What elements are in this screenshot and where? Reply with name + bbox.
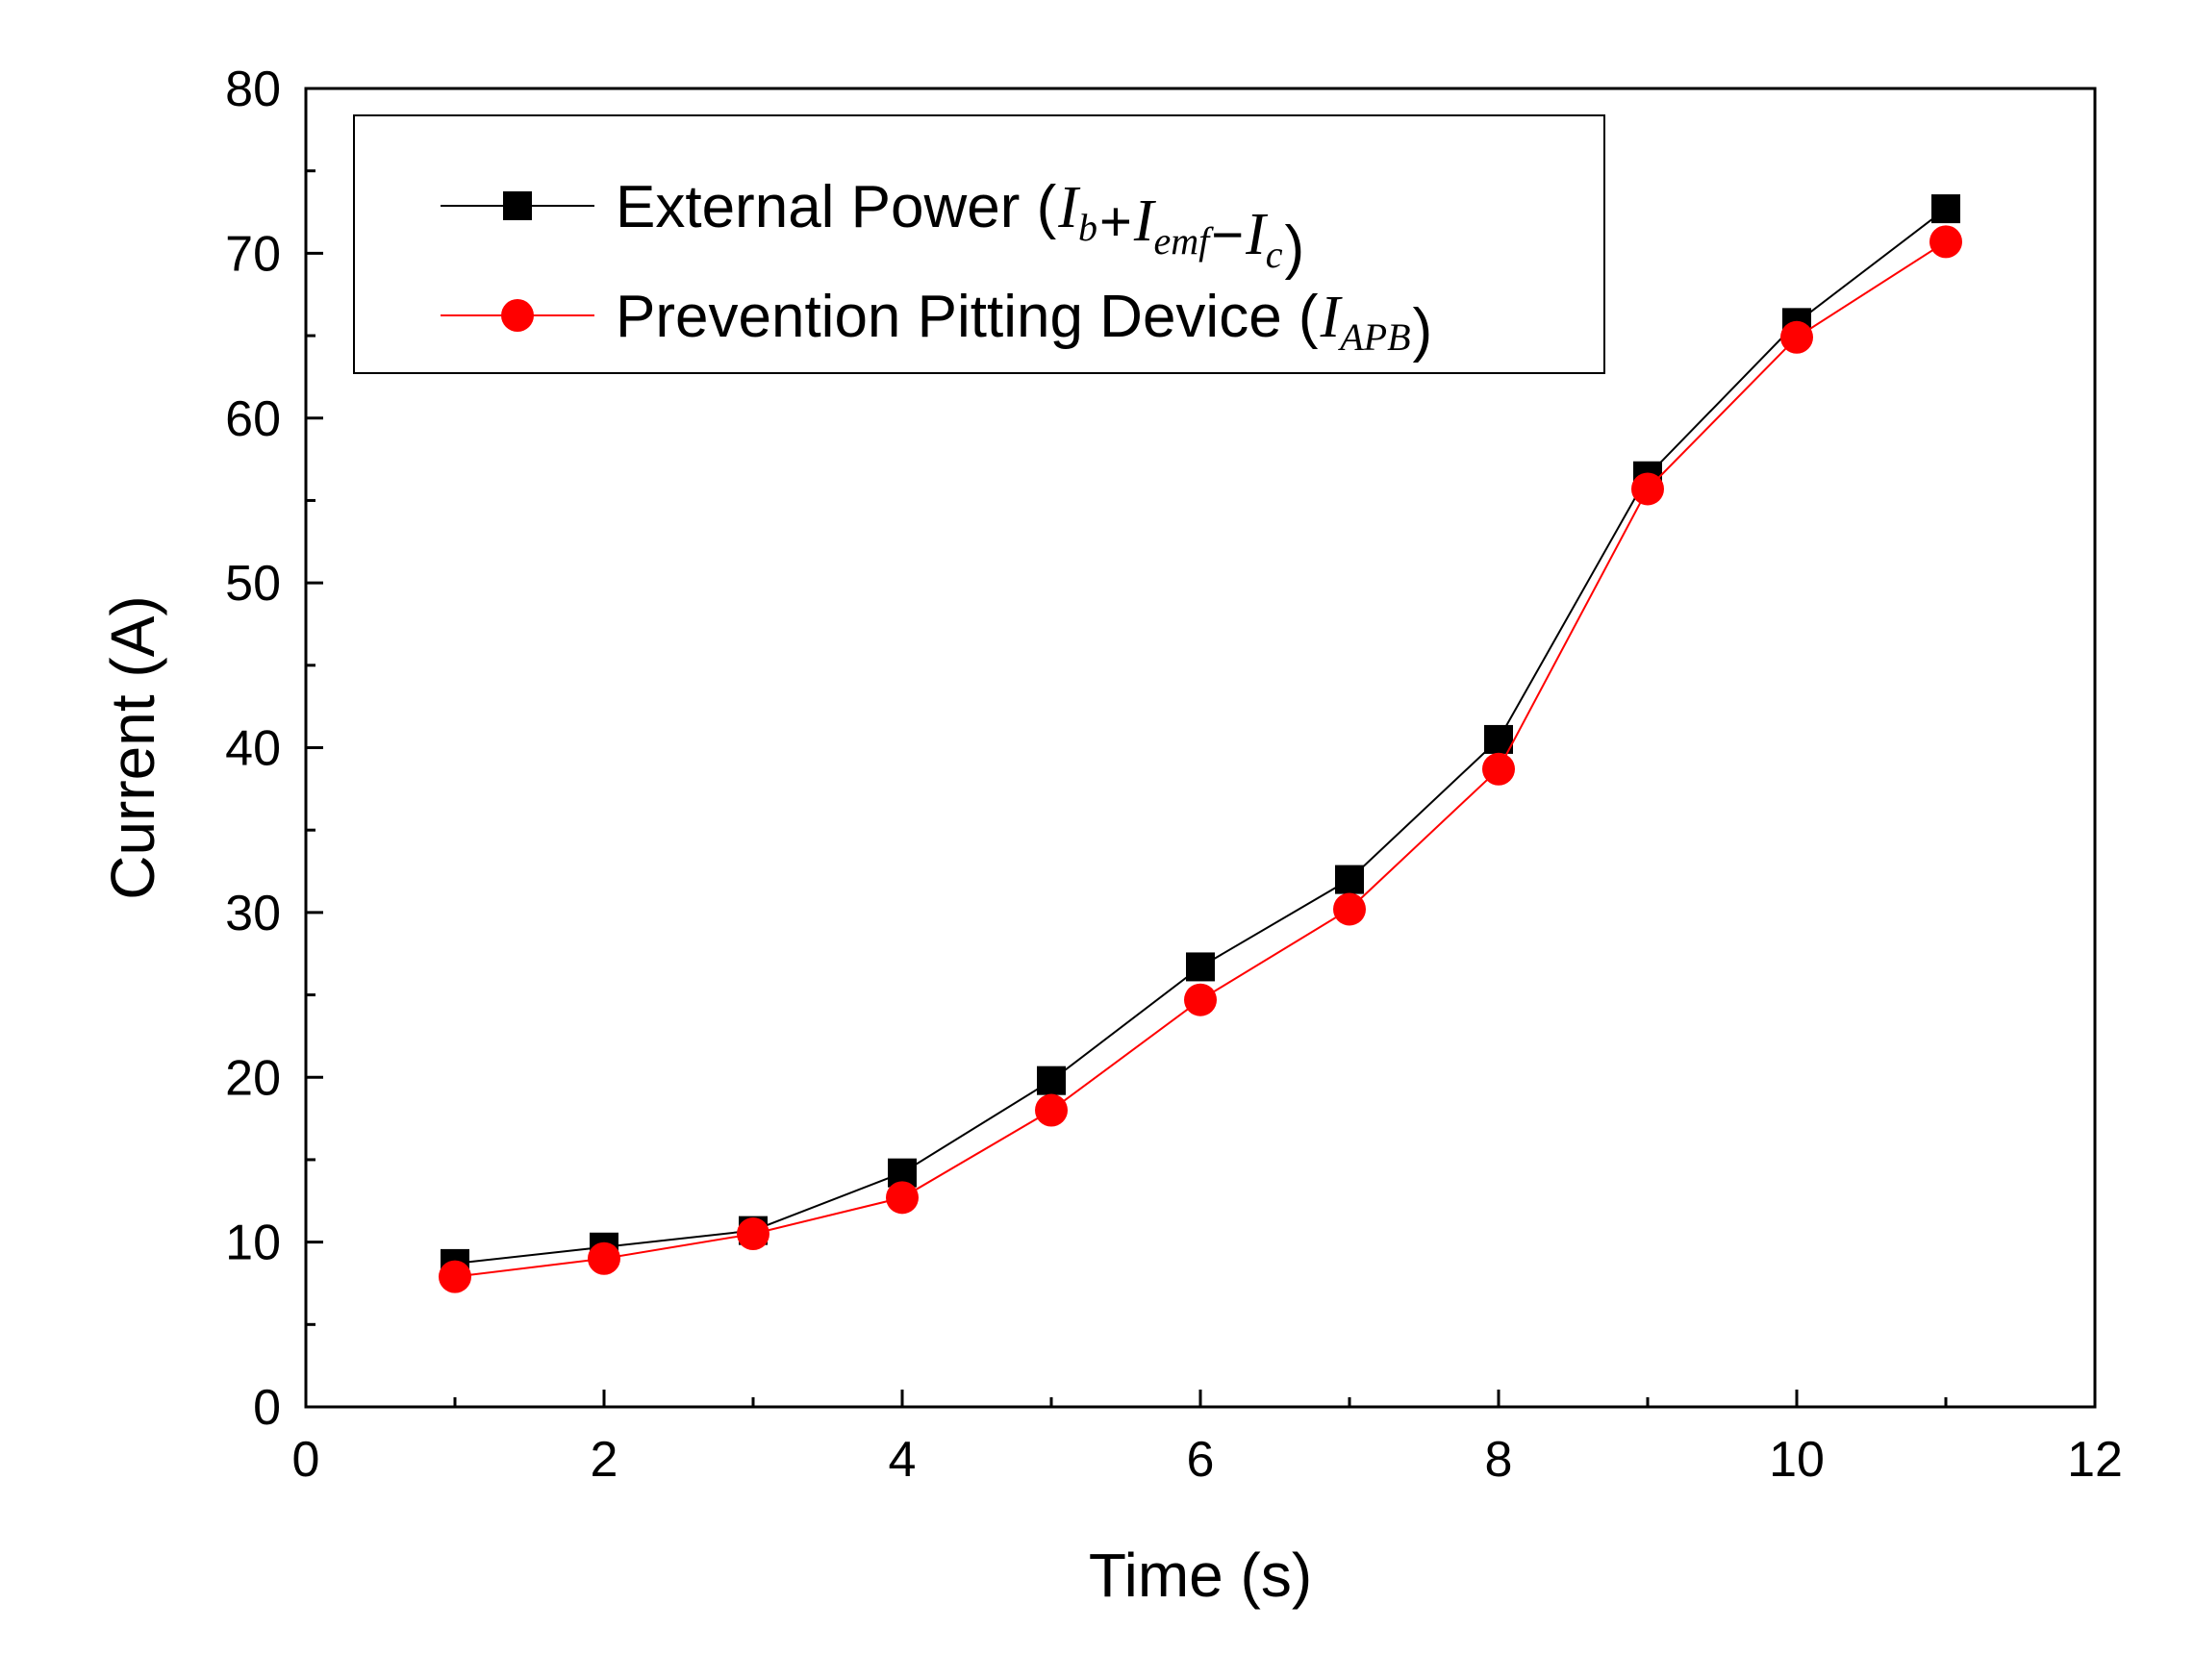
legend-math-symbol: I (1320, 285, 1344, 350)
legend-label: Prevention Pitting Device (IAPB) (616, 284, 1432, 364)
y-tick-label: 20 (225, 1050, 281, 1106)
y-tick-label: 0 (253, 1380, 281, 1436)
y-tick-label: 30 (225, 886, 281, 941)
legend-circle-marker (501, 299, 534, 332)
y-tick-label: 40 (225, 721, 281, 777)
data-point-1-8 (1631, 472, 1664, 506)
legend-math-symbol: I (1245, 202, 1269, 267)
data-point-0-4 (1037, 1066, 1066, 1095)
y-tick-label: 10 (225, 1216, 281, 1271)
x-axis: 0 2 4 6 8 10 12 Time (s) (292, 1390, 2123, 1610)
x-tick-label: 6 (1187, 1432, 1215, 1488)
data-point-1-3 (886, 1181, 919, 1215)
data-point-1-7 (1482, 752, 1515, 786)
legend-text: ) (1413, 297, 1433, 364)
legend-text: ) (1285, 214, 1305, 281)
legend-text: Prevention Pitting Device ( (616, 284, 1319, 350)
y-tick-label: 80 (225, 62, 281, 117)
data-point-0-6 (1335, 865, 1364, 894)
y-tick-label: 60 (225, 391, 281, 447)
legend-entry-1: Prevention Pitting Device (IAPB) (441, 284, 1432, 364)
x-tick-label: 10 (1769, 1432, 1825, 1488)
data-point-1-6 (1333, 892, 1366, 926)
x-tick-label: 12 (2067, 1432, 2123, 1488)
y-tick-label: 50 (225, 556, 281, 612)
legend-math-subscript: c (1266, 233, 1283, 276)
x-tick-label: 8 (1485, 1432, 1513, 1488)
y-tick-label: 70 (225, 226, 281, 282)
x-tick-label: 4 (889, 1432, 917, 1488)
x-tick-label: 0 (292, 1432, 320, 1488)
data-point-1-4 (1035, 1093, 1068, 1127)
data-point-1-10 (1929, 225, 1962, 259)
legend-math-symbol: I (1133, 188, 1157, 254)
legend-text: External Power ( (616, 174, 1057, 240)
legend-math-symbol: I (1057, 175, 1081, 240)
series-1 (439, 225, 1962, 1293)
y-axis: 0 10 20 30 40 50 60 70 80 Current (A) (98, 62, 323, 1436)
x-tick-label: 2 (591, 1432, 618, 1488)
axes-layer: 0 2 4 6 8 10 12 Time (s) 0 10 20 30 40 50 60 70 80 Curren… (98, 62, 2123, 1610)
legend-operator: − (1211, 204, 1244, 266)
legend-square-marker (503, 191, 532, 220)
y-axis-label: Current (A) (98, 595, 167, 900)
legend-box (353, 114, 1605, 374)
legend-operator: + (1099, 190, 1132, 253)
legend-entry-0: External Power (Ib+Iemf−Ic) (441, 174, 1304, 281)
legend-label: External Power (Ib+Iemf−Ic) (616, 174, 1304, 281)
legend-math-subscript: emf (1153, 219, 1214, 263)
data-point-1-1 (588, 1241, 620, 1275)
legend: External Power (Ib+Iemf−Ic)Prevention Pi… (353, 114, 1605, 374)
data-point-1-2 (737, 1217, 769, 1251)
data-point-0-10 (1931, 194, 1960, 224)
data-point-1-0 (439, 1260, 471, 1293)
legend-math-subscript: APB (1337, 315, 1410, 359)
data-point-0-5 (1186, 952, 1215, 982)
legend-math-subscript: b (1078, 206, 1097, 249)
x-axis-label: Time (s) (1089, 1541, 1312, 1610)
data-point-1-9 (1780, 320, 1813, 354)
data-point-1-5 (1184, 983, 1217, 1016)
plot-layer (439, 194, 1962, 1293)
